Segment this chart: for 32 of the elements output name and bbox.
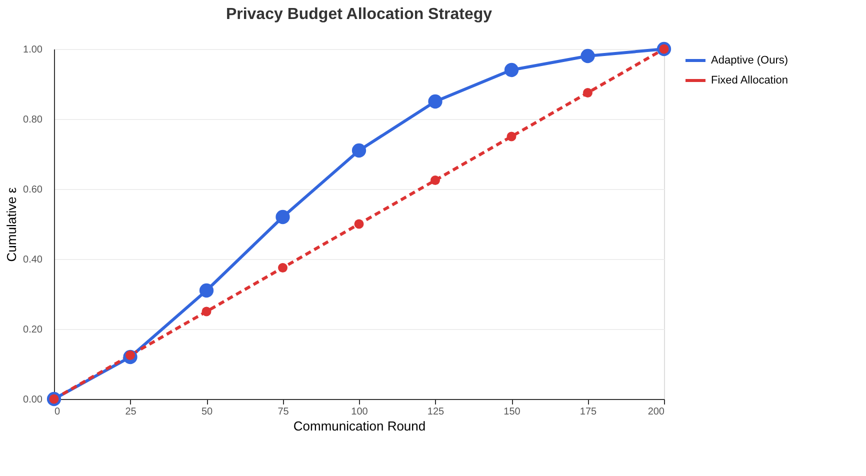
y-tick-label: 0.60 — [23, 184, 43, 196]
point — [199, 283, 214, 298]
x-tick-label: 200 — [648, 406, 665, 418]
y-tick-label: 1.00 — [23, 44, 43, 56]
x-tick-label: 0 — [54, 406, 60, 418]
point — [276, 210, 290, 224]
legend-label: Adaptive (Ours) — [711, 54, 788, 66]
point — [504, 62, 519, 78]
y-tick-label: 0.40 — [23, 254, 43, 266]
point — [352, 143, 366, 158]
x-tick-label: 150 — [504, 406, 521, 418]
x-tick-label: 25 — [125, 406, 137, 418]
x-tick-label: 175 — [580, 406, 598, 418]
point — [428, 94, 442, 109]
y-tick-label: 0.80 — [23, 114, 43, 126]
x-axis-title: Communication Round — [293, 418, 426, 434]
point — [430, 176, 440, 185]
point — [580, 48, 595, 64]
x-tick-label: 50 — [201, 406, 213, 418]
x-tick-label: 125 — [427, 406, 445, 418]
y-axis-title: Cumulative ε — [4, 187, 20, 262]
point — [583, 88, 592, 98]
x-tick-label: 100 — [351, 406, 368, 418]
legend-label: Fixed Allocation — [711, 74, 788, 86]
x-tick-label: 75 — [278, 406, 290, 418]
point — [202, 306, 212, 316]
point — [278, 263, 288, 272]
y-tick-label: 0.20 — [23, 324, 43, 336]
y-tick-label: 0.00 — [23, 394, 43, 406]
point — [354, 219, 364, 229]
chart-title: Privacy Budget Allocation Strategy — [226, 6, 492, 23]
point — [506, 132, 516, 142]
